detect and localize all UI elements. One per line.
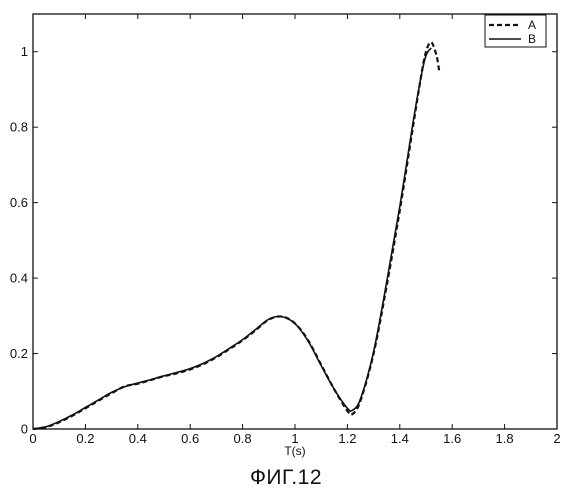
- y-tick-label: 0.2: [10, 346, 28, 361]
- legend-box: [485, 15, 546, 47]
- legend-label-a: A: [528, 18, 536, 32]
- x-tick-label: 2: [553, 431, 560, 446]
- x-tick-label: 0.4: [129, 431, 147, 446]
- legend-label-b: B: [528, 32, 536, 46]
- series-layer: [33, 42, 439, 429]
- y-axis-ticks: 0 0.2 0.4 0.6 0.8 1: [10, 44, 557, 436]
- y-tick-label: 0: [21, 422, 28, 437]
- plot-frame: [33, 14, 557, 429]
- x-tick-label: 1.8: [496, 431, 514, 446]
- y-tick-label: 1: [21, 44, 28, 59]
- figure-caption: ФИГ.12: [0, 466, 572, 490]
- y-tick-label: 0.4: [10, 271, 28, 286]
- y-tick-label: 0.8: [10, 120, 28, 135]
- axes-frame: [33, 14, 557, 429]
- x-tick-label: 0.6: [181, 431, 199, 446]
- x-tick-label: 0.2: [76, 431, 94, 446]
- series-line-b: [33, 48, 431, 429]
- legend: AB: [485, 15, 546, 47]
- x-tick-label: 0: [29, 431, 36, 446]
- x-tick-label: 1.4: [391, 431, 409, 446]
- x-tick-label: 0.8: [234, 431, 252, 446]
- line-chart: 0 0.2 0.4 0.6 0.8 1 1.2 1.4 1.6 1.8 2 0 0.2 0.4 0.6 0.…: [0, 0, 572, 460]
- x-tick-label: 1.2: [338, 431, 356, 446]
- x-tick-label: 1.6: [443, 431, 461, 446]
- x-axis-ticks: 00.20.40.60.811.21.41.61.82: [29, 14, 560, 446]
- series-line-a: [33, 42, 439, 429]
- y-tick-label: 0.6: [10, 195, 28, 210]
- x-axis-label: T(s): [284, 444, 305, 458]
